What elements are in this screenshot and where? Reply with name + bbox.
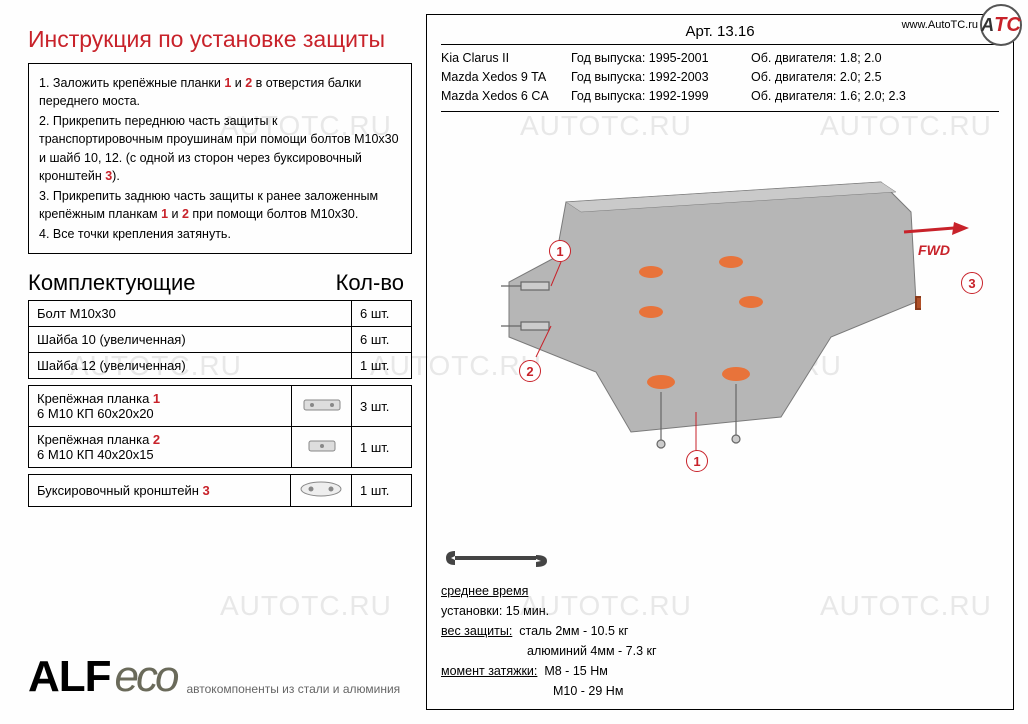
instruction-4: 4. Все точки крепления затянуть. [39, 225, 401, 243]
logo-eco: eco [115, 652, 177, 702]
brand-logo: ALFeco автокомпоненты из стали и алюмини… [28, 652, 400, 702]
wrench-icon [441, 547, 657, 575]
instruction-2: 2. Прикрепить переднюю часть защиты к тр… [39, 112, 401, 185]
instruction-3: 3. Прикрепить заднюю часть защиты к ране… [39, 187, 401, 223]
components-title: Комплектующие [28, 270, 195, 296]
spec-time-label: среднее время [441, 584, 528, 598]
table-row: Буксировочный кронштейн 3 1 шт. [29, 475, 412, 507]
bracket-icon [292, 386, 352, 427]
vehicle-row: Mazda Xedos 9 TA Год выпуска: 1992-2003 … [441, 68, 999, 87]
spec-torque-m10: М10 - 29 Нм [441, 681, 657, 701]
vehicle-row: Kia Clarus II Год выпуска: 1995-2001 Об.… [441, 49, 999, 68]
left-column: Инструкция по установке защиты 1. Заложи… [8, 8, 426, 716]
bracket-icon [292, 427, 352, 468]
spec-weight-alu: алюминий 4мм - 7.3 кг [441, 641, 657, 661]
instructions-box: 1. Заложить крепёжные планки 1 и 2 в отв… [28, 63, 412, 254]
fwd-arrow-icon: FWD [899, 222, 969, 258]
page-title: Инструкция по установке защиты [28, 26, 412, 53]
logo-tagline: автокомпоненты из стали и алюминия [186, 682, 400, 696]
components-qty-title: Кол-во [336, 270, 404, 296]
vehicle-list: Kia Clarus II Год выпуска: 1995-2001 Об.… [441, 49, 999, 112]
table-row: Болт М10х306 шт. [29, 301, 412, 327]
site-badge: www.AutoTC.ru ATC [902, 4, 1022, 46]
components-header: Комплектующие Кол-во [28, 270, 412, 296]
table-row: Крепёжная планка 26 М10 КП 40х20х15 1 шт… [29, 427, 412, 468]
callout-3: 3 [961, 272, 983, 294]
skid-plate-icon [501, 162, 921, 462]
spec-weight-label: вес защиты: [441, 624, 512, 638]
site-url: www.AutoTC.ru [902, 19, 978, 31]
tc-logo-icon: ATC [980, 4, 1022, 46]
tow-bracket-icon [291, 475, 352, 507]
logo-brand: ALF [28, 652, 111, 702]
right-column: Арт. 13.16 Kia Clarus II Год выпуска: 19… [426, 14, 1014, 710]
callout-1b: 1 [686, 450, 708, 472]
table-row: Шайба 12 (увеличенная)1 шт. [29, 353, 412, 379]
components-table-3: Буксировочный кронштейн 3 1 шт. [28, 474, 412, 507]
components-table-2: Крепёжная планка 16 М10 КП 60х20х20 3 шт… [28, 385, 412, 468]
specs-block: среднее время установки: 15 мин. вес защ… [441, 547, 657, 701]
vehicle-row: Mazda Xedos 6 CA Год выпуска: 1992-1999 … [441, 87, 999, 106]
table-row: Шайба 10 (увеличенная)6 шт. [29, 327, 412, 353]
spec-time: установки: 15 мин. [441, 601, 657, 621]
diagram: 1 2 1 3 FWD [441, 122, 999, 502]
spec-torque-label: момент затяжки: [441, 664, 537, 678]
components-table-1: Болт М10х306 шт. Шайба 10 (увеличенная)6… [28, 300, 412, 379]
instruction-1: 1. Заложить крепёжные планки 1 и 2 в отв… [39, 74, 401, 110]
table-row: Крепёжная планка 16 М10 КП 60х20х20 3 шт… [29, 386, 412, 427]
